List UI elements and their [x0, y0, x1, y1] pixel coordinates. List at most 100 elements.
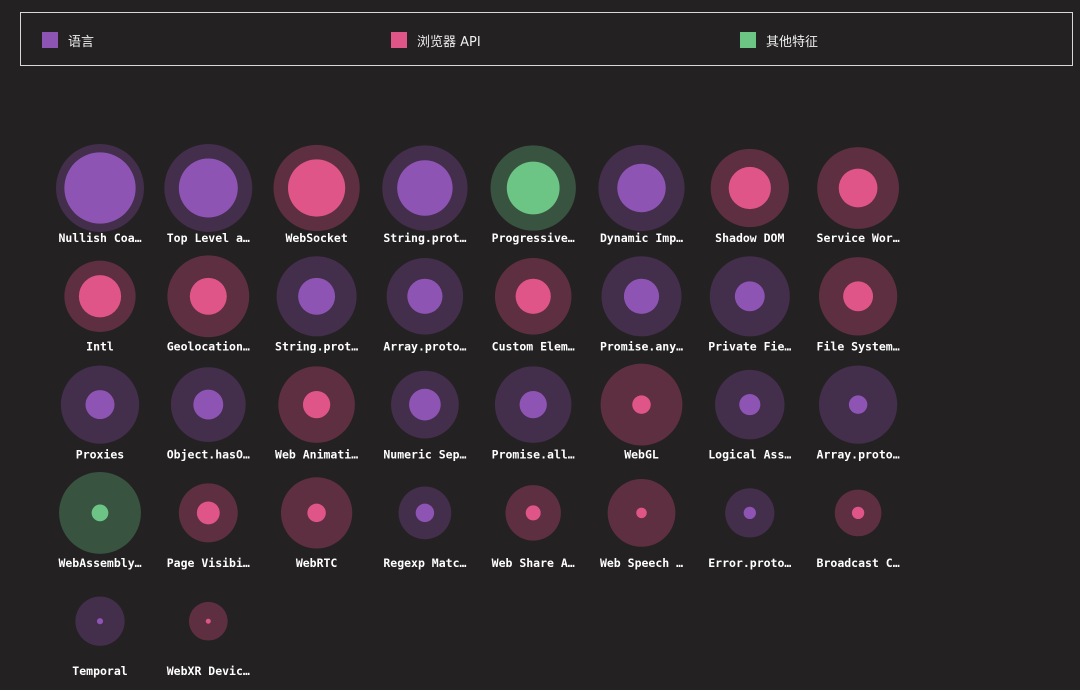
bubble-inner-circle — [307, 503, 326, 523]
chart-legend: 语言 浏览器 API 其他特征 — [20, 12, 1073, 66]
bubble-inner-circle — [407, 278, 443, 314]
bubble-31[interactable]: Error.proto… — [708, 488, 791, 570]
bubble-label: Dynamic Imp… — [600, 231, 683, 245]
bubble-label: Broadcast C… — [817, 556, 900, 570]
bubble-label: Promise.any… — [600, 339, 683, 353]
bubble-15[interactable]: Private Fie… — [708, 256, 791, 353]
legend-swatch-language — [42, 32, 58, 48]
bubble-14[interactable]: Promise.any… — [600, 256, 683, 353]
bubble-inner-circle — [848, 395, 868, 414]
bubble-26[interactable]: Page Visibi… — [167, 483, 250, 570]
legend-label-language: 语言 — [68, 34, 95, 50]
bubble-4[interactable]: String.prot… — [382, 145, 468, 245]
bubble-inner-circle — [298, 277, 336, 315]
bubble-12[interactable]: Array.proto… — [383, 258, 467, 353]
bubble-label: File System… — [817, 339, 900, 353]
bubble-16[interactable]: File System… — [817, 257, 900, 353]
legend-item-other-features[interactable]: 其他特征 — [740, 13, 818, 67]
bubble-label: WebSocket — [285, 231, 347, 245]
bubble-label: Geolocation… — [167, 339, 250, 353]
bubble-inner-circle — [409, 388, 441, 421]
bubble-18[interactable]: Object.hasO… — [167, 367, 250, 462]
bubble-9[interactable]: Intl — [64, 260, 136, 354]
bubble-inner-circle — [515, 278, 551, 314]
bubble-inner-circle — [178, 158, 238, 218]
bubble-28[interactable]: Regexp Matc… — [383, 486, 467, 570]
bubble-label: Promise.all… — [492, 448, 575, 462]
bubble-label: Private Fie… — [708, 339, 791, 353]
bubble-inner-circle — [196, 501, 220, 525]
bubble-label: Progressive… — [492, 231, 575, 245]
bubble-label: Array.proto… — [383, 339, 466, 353]
bubble-inner-circle — [525, 505, 541, 521]
bubble-32[interactable]: Broadcast C… — [817, 489, 900, 570]
bubble-label: Web Animati… — [275, 448, 358, 462]
bubble-19[interactable]: Web Animati… — [275, 366, 358, 462]
bubble-label: Object.hasO… — [167, 448, 250, 462]
bubble-10[interactable]: Geolocation… — [167, 255, 250, 353]
legend-item-language[interactable]: 语言 — [42, 13, 94, 67]
bubble-27[interactable]: WebRTC — [280, 477, 353, 570]
bubble-label: Intl — [86, 339, 114, 353]
bubble-inner-circle — [734, 281, 765, 312]
bubble-label: Custom Elem… — [492, 339, 575, 353]
legend-item-browser-api[interactable]: 浏览器 API — [391, 13, 481, 67]
bubble-3[interactable]: WebSocket — [273, 144, 360, 245]
bubble-inner-circle — [302, 390, 331, 419]
bubble-13[interactable]: Custom Elem… — [492, 258, 575, 353]
bubble-20[interactable]: Numeric Sep… — [383, 370, 467, 462]
bubble-7[interactable]: Shadow DOM — [710, 148, 789, 245]
legend-label-browser-api: 浏览器 API — [417, 34, 481, 50]
bubble-6[interactable]: Dynamic Imp… — [598, 144, 685, 245]
bubble-label: Logical Ass… — [708, 448, 791, 462]
bubble-inner-circle — [617, 163, 666, 213]
bubble-33[interactable]: Temporal — [72, 596, 128, 679]
bubble-inner-circle — [205, 618, 211, 624]
bubble-21[interactable]: Promise.all… — [492, 366, 575, 462]
bubble-label: Web Share A… — [492, 556, 575, 570]
bubble-label: Service Wor… — [817, 231, 900, 245]
bubble-inner-circle — [96, 618, 104, 625]
bubble-29[interactable]: Web Share A… — [492, 485, 575, 570]
bubble-34[interactable]: WebXR Devic… — [167, 601, 250, 678]
bubble-label: Error.proto… — [708, 556, 791, 570]
bubble-inner-circle — [851, 506, 865, 520]
bubble-label: Page Visibi… — [167, 556, 250, 570]
bubble-30[interactable]: Web Speech … — [600, 479, 683, 570]
bubble-label: WebGL — [624, 448, 659, 462]
bubble-label: WebRTC — [296, 556, 338, 570]
bubble-label: Regexp Matc… — [383, 556, 466, 570]
bubble-label: Nullish Coa… — [58, 231, 141, 245]
bubble-8[interactable]: Service Wor… — [817, 147, 900, 245]
bubble-inner-circle — [78, 275, 122, 318]
bubble-inner-circle — [415, 503, 435, 523]
bubble-inner-circle — [193, 389, 224, 420]
bubble-label: Proxies — [76, 448, 124, 462]
bubble-inner-circle — [623, 278, 660, 314]
bubble-24[interactable]: Array.proto… — [817, 365, 900, 462]
bubble-inner-circle — [189, 277, 227, 315]
bubble-23[interactable]: Logical Ass… — [708, 369, 791, 462]
bubble-label: Shadow DOM — [715, 231, 784, 245]
bubble-11[interactable]: String.prot… — [275, 256, 358, 353]
bubble-17[interactable]: Proxies — [60, 365, 140, 462]
bubble-inner-circle — [288, 159, 346, 217]
bubble-22[interactable]: WebGL — [600, 363, 683, 462]
bubble-label: WebXR Devic… — [167, 664, 250, 678]
bubble-inner-circle — [632, 395, 651, 414]
legend-swatch-browser-api — [391, 32, 407, 48]
legend-swatch-other-features — [740, 32, 756, 48]
bubble-5[interactable]: Progressive… — [490, 145, 576, 245]
bubble-inner-circle — [728, 166, 771, 210]
bubble-2[interactable]: Top Level a… — [164, 144, 253, 245]
bubble-inner-circle — [397, 160, 453, 216]
bubble-25[interactable]: WebAssembly… — [58, 471, 142, 570]
bubble-inner-circle — [739, 394, 761, 416]
bubble-1[interactable]: Nullish Coa… — [56, 144, 144, 245]
bubble-label: Top Level a… — [167, 231, 250, 245]
bubble-label: Array.proto… — [817, 448, 900, 462]
bubble-label: WebAssembly… — [58, 556, 141, 570]
bubble-label: String.prot… — [275, 339, 358, 353]
bubble-inner-circle — [843, 281, 874, 312]
